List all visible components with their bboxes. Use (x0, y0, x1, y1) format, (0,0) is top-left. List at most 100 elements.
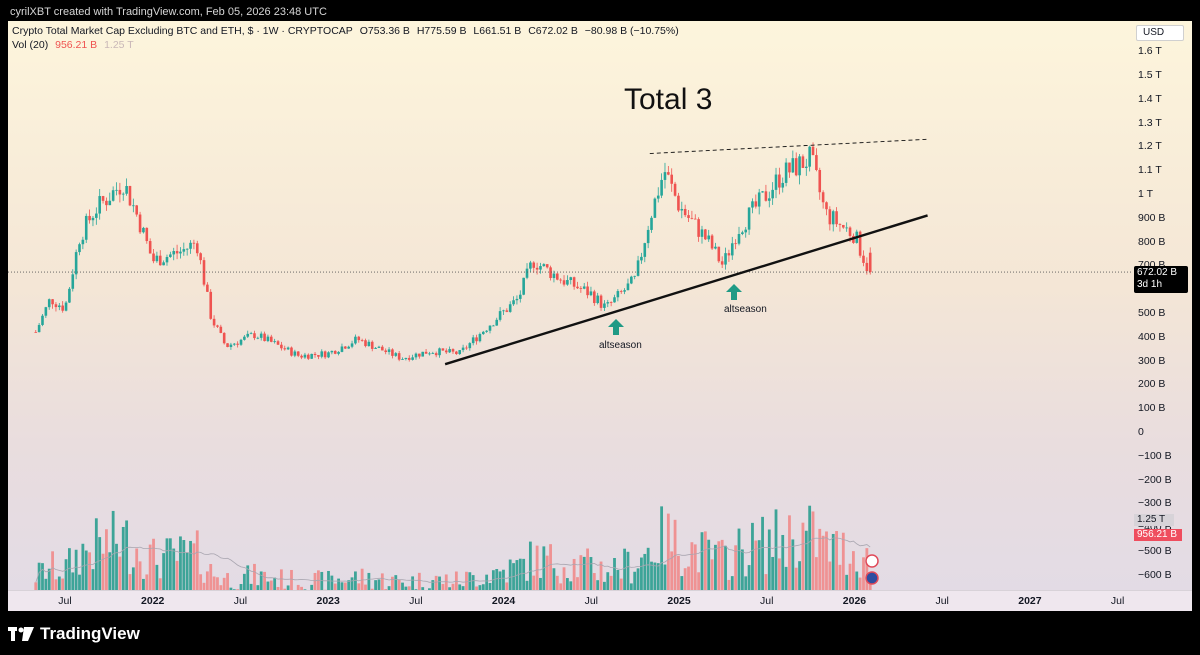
candle-body (562, 280, 566, 285)
candle-body (169, 254, 172, 258)
resistance-trendline[interactable] (649, 138, 928, 154)
volume-bar (290, 569, 293, 599)
candle-body (710, 235, 714, 249)
volume-bar (498, 571, 502, 599)
y-tick-label: 500 B (1138, 307, 1166, 319)
symbol-legend[interactable]: Crypto Total Market Cap Excluding BTC an… (12, 25, 683, 37)
volume-bar (670, 551, 674, 599)
volume-bar (643, 553, 647, 599)
candle-body (687, 215, 690, 218)
candle-body (249, 333, 253, 335)
volume-bar (108, 552, 112, 599)
candlestick-chart[interactable] (8, 21, 1132, 608)
candle-body (865, 262, 869, 272)
volume-bar (555, 575, 559, 599)
candle-body (414, 353, 418, 358)
volume-bar (205, 571, 209, 599)
y-tick-label: 800 B (1138, 235, 1166, 248)
candle-body (283, 348, 287, 350)
support-trendline[interactable] (444, 214, 928, 366)
volume-bar (111, 510, 115, 599)
candle-body (771, 189, 774, 199)
candle-body (74, 252, 78, 275)
candle-body (549, 267, 552, 279)
candle-body (78, 244, 81, 253)
y-tick-label: −500 B (1138, 545, 1172, 557)
volume-bar (821, 535, 825, 599)
candle-body (357, 336, 361, 341)
candle-body (135, 205, 139, 215)
candle-body (256, 337, 260, 339)
volume-bar (515, 560, 519, 599)
volume-bar (98, 537, 102, 599)
volume-bar (646, 547, 650, 599)
volume-bar (502, 569, 505, 599)
candle-body (182, 249, 186, 252)
volume-bar (279, 569, 283, 599)
volume-legend[interactable]: Vol (20) 956.21 B 1.25 T (12, 39, 138, 51)
candle-body (525, 268, 529, 278)
candle-body (387, 349, 391, 353)
x-tick-label: Jul (233, 595, 248, 607)
candle-body (212, 318, 216, 326)
time-axis[interactable]: Jul 2022 Jul 2023 Jul 2024 Jul 2025 Jul 2026 Jul 20… (8, 590, 1192, 611)
candle-body (54, 304, 58, 308)
volume-bar (226, 573, 229, 599)
candle-body (670, 174, 674, 184)
candle-body (754, 201, 758, 207)
candle-body (471, 337, 475, 344)
candle-body (246, 333, 250, 337)
candle-body (512, 300, 515, 305)
candle-body (152, 253, 155, 262)
candle-body (438, 348, 441, 356)
volume-bar (391, 576, 394, 599)
vol-label: Vol (20) (12, 39, 49, 51)
volume-bar (576, 577, 579, 599)
candle-body (495, 319, 499, 326)
candle-body (650, 217, 653, 230)
event-us-flag-icon[interactable] (865, 571, 879, 585)
volume-bar (162, 553, 166, 599)
volume-bar (579, 555, 583, 599)
volume-bar (818, 528, 822, 599)
candle-body (394, 353, 398, 356)
candle-body (667, 172, 670, 175)
candle-body (206, 284, 209, 292)
candle-body (596, 295, 599, 304)
volume-bar (394, 575, 398, 599)
candle-body (505, 310, 509, 312)
y-tick-label: −600 B (1138, 568, 1172, 581)
volume-bar (330, 575, 334, 599)
volume-bar (845, 574, 849, 599)
volume-bar (710, 559, 714, 599)
candle-body (243, 336, 246, 340)
candle-body (640, 256, 643, 261)
candle-body (663, 172, 667, 180)
volume-bar (125, 520, 129, 599)
candle-body (145, 227, 149, 242)
candle-body (868, 252, 872, 273)
y-tick-label: 100 B (1138, 402, 1166, 415)
currency-button[interactable]: USD (1136, 25, 1184, 41)
volume-bar (41, 563, 44, 599)
candle-body (300, 355, 303, 358)
candle-body (804, 166, 808, 168)
candle-body (623, 290, 626, 292)
candle-body (653, 198, 657, 218)
chart-panel[interactable]: Crypto Total Market Cap Excluding BTC an… (8, 21, 1132, 608)
ohlc-change: −80.98 B (−10.75%) (584, 25, 679, 37)
candle-body (744, 229, 748, 233)
candle-body (794, 158, 798, 176)
candle-body (845, 227, 848, 229)
volume-bar (158, 578, 162, 599)
vol-value-tag: 956.21 B (1134, 529, 1182, 541)
candle-body (734, 243, 737, 245)
candle-body (825, 202, 828, 210)
candle-body (239, 339, 243, 345)
candle-body (539, 266, 542, 270)
altseason-label-2: altseason (724, 304, 767, 315)
volume-bar (693, 544, 697, 599)
candle-body (545, 264, 549, 268)
event-flash-icon[interactable] (865, 554, 879, 568)
candle-body (761, 191, 764, 193)
